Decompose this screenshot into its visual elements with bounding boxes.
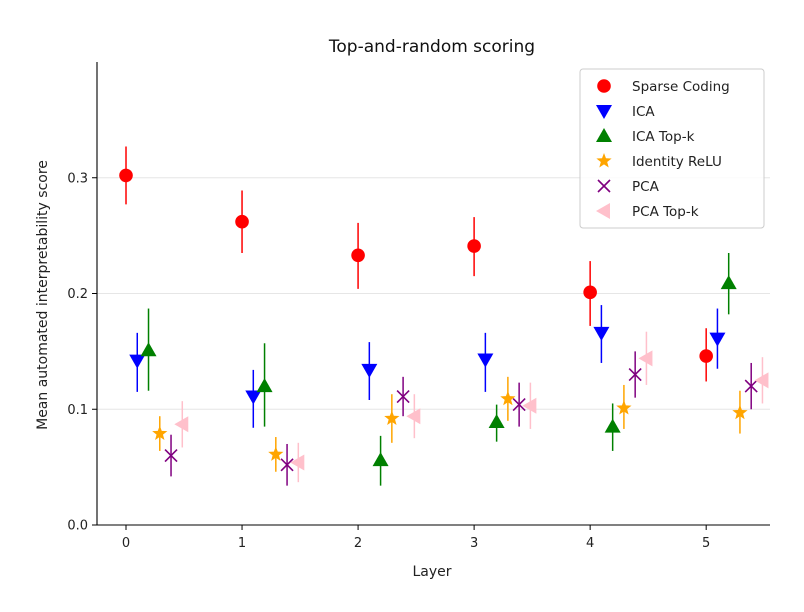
data-point <box>488 413 505 428</box>
legend-label: PCA Top-k <box>632 204 699 220</box>
legend: Sparse Coding ICA ICA Top-k Identity ReLU PC… <box>579 68 765 229</box>
data-point <box>638 350 653 367</box>
y-axis-label: Mean automated interpretability score <box>35 160 51 430</box>
data-point <box>500 390 516 406</box>
legend-label: ICA Top-k <box>632 129 695 145</box>
data-point <box>583 285 597 300</box>
y-tick-label: 0.0 <box>67 519 88 534</box>
x-tick-label: 0 <box>122 536 130 551</box>
legend-marker <box>597 79 611 93</box>
data-point <box>604 418 621 433</box>
legend-label: ICA <box>632 104 655 120</box>
data-point <box>593 326 610 341</box>
chart-title: Top-and-random scoring <box>328 37 535 57</box>
data-point <box>268 446 284 461</box>
data-marks <box>119 146 769 486</box>
y-tick-label: 0.1 <box>67 403 88 418</box>
data-point <box>720 275 737 290</box>
x-tick-label: 5 <box>702 536 710 551</box>
data-point <box>477 353 494 368</box>
data-point <box>280 458 294 472</box>
y-tick-label: 0.3 <box>67 171 88 186</box>
legend-label: Sparse Coding <box>632 79 730 95</box>
data-point <box>754 372 769 389</box>
x-tick-label: 3 <box>470 536 478 551</box>
data-point <box>628 367 642 382</box>
data-point <box>406 408 421 425</box>
x-ticks: 0 1 2 3 4 5 <box>122 525 710 551</box>
data-point <box>256 378 273 393</box>
series-identity-relu <box>152 376 748 472</box>
data-point <box>119 168 133 183</box>
data-point <box>235 214 249 229</box>
series-ica-top-k <box>140 252 737 486</box>
data-point <box>396 389 410 404</box>
series-ica <box>129 305 726 428</box>
data-point <box>372 452 389 467</box>
data-point <box>129 354 146 369</box>
legend-marker <box>596 105 612 119</box>
legend-marker <box>597 179 611 193</box>
y-tick-label: 0.2 <box>67 287 88 302</box>
data-point <box>140 342 157 357</box>
data-point <box>152 425 168 441</box>
x-tick-label: 2 <box>354 536 362 551</box>
data-point <box>361 363 378 378</box>
series-sparse-coding <box>119 146 713 382</box>
legend-box <box>579 68 765 229</box>
x-tick-label: 4 <box>586 536 594 551</box>
data-point <box>467 239 481 253</box>
data-point <box>744 379 758 393</box>
y-ticks: 0.0 0.1 0.2 0.3 <box>67 171 97 534</box>
legend-marker <box>596 153 612 168</box>
data-point <box>245 390 262 405</box>
legend-label: PCA <box>632 179 660 195</box>
data-point <box>522 397 537 414</box>
data-point <box>290 454 305 471</box>
data-point <box>732 404 748 420</box>
data-point <box>164 448 178 463</box>
data-point <box>512 398 526 412</box>
data-point <box>699 349 713 363</box>
x-axis-label: Layer <box>412 564 451 580</box>
legend-marker <box>596 128 612 142</box>
data-point <box>174 416 189 433</box>
series-pca <box>164 351 758 486</box>
series-pca-top-k <box>174 331 769 483</box>
data-point <box>709 332 726 347</box>
data-point <box>384 410 400 425</box>
legend-label: Identity ReLU <box>632 154 722 170</box>
x-tick-label: 1 <box>238 536 246 551</box>
legend-marker <box>596 203 610 219</box>
data-point <box>616 400 632 415</box>
data-point <box>351 248 365 263</box>
